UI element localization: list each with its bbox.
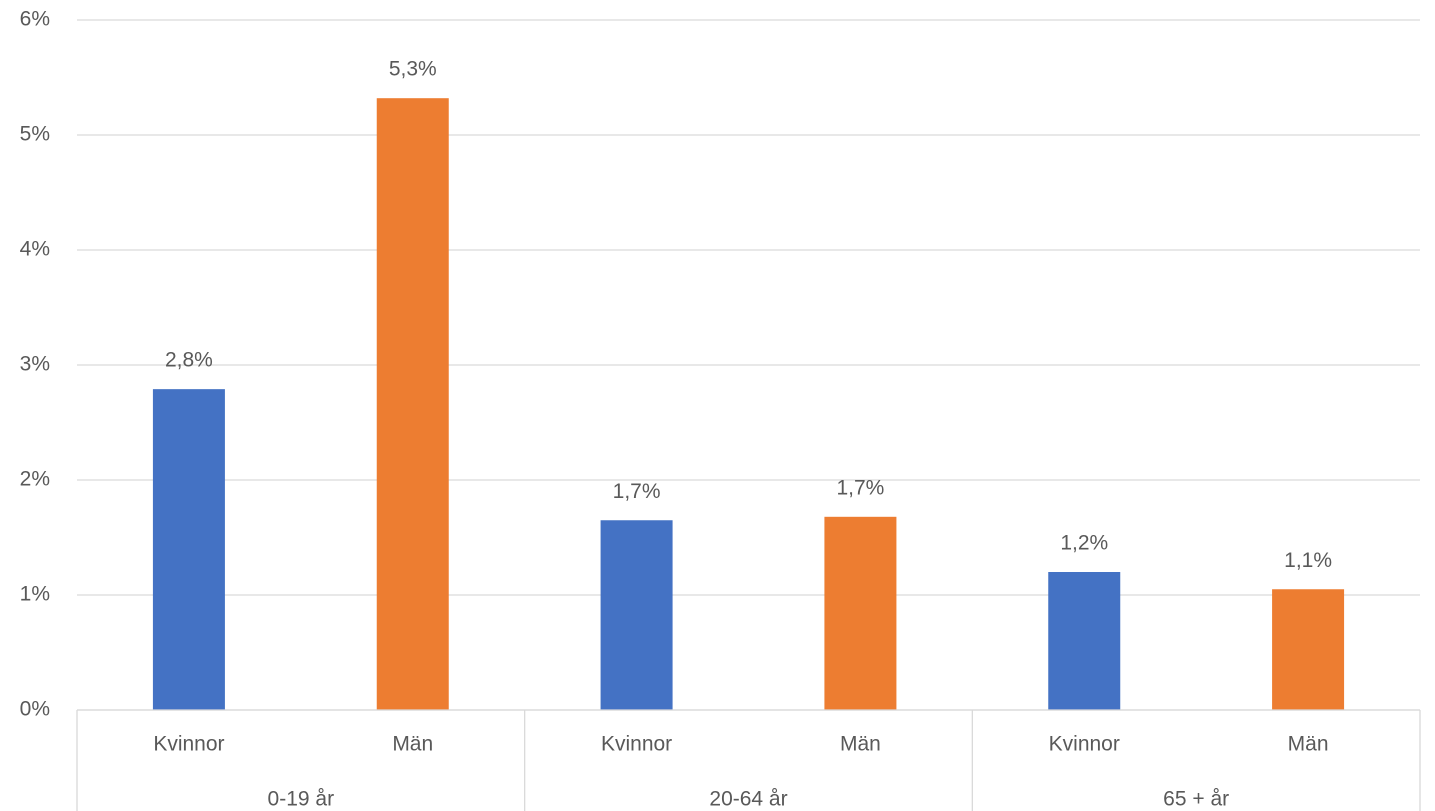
bar (152, 389, 225, 710)
data-label: 2,8% (165, 349, 213, 372)
x-tick-label: Män (392, 733, 433, 756)
data-label: 1,7% (836, 476, 884, 499)
y-tick-label: 4% (20, 238, 50, 261)
y-tick-label: 6% (20, 8, 50, 31)
group-label: 0-19 år (268, 788, 335, 811)
data-label: 5,3% (389, 58, 437, 81)
data-label: 1,1% (1284, 549, 1332, 572)
y-tick-label: 2% (20, 468, 50, 491)
y-tick-label: 0% (20, 698, 50, 721)
x-tick-label: Kvinnor (153, 733, 224, 756)
group-label: 65 + år (1163, 788, 1229, 811)
y-tick-label: 5% (20, 123, 50, 146)
y-tick-label: 1% (20, 583, 50, 606)
data-label: 1,2% (1060, 532, 1108, 555)
data-label: 1,7% (613, 480, 661, 503)
bar (376, 98, 449, 710)
bar (824, 516, 897, 710)
x-tick-label: Män (1288, 733, 1329, 756)
bar (1048, 572, 1121, 710)
bar (600, 520, 673, 710)
x-tick-label: Kvinnor (1049, 733, 1120, 756)
bar (1272, 589, 1345, 710)
x-tick-label: Kvinnor (601, 733, 672, 756)
group-label: 20-64 år (709, 788, 787, 811)
x-tick-label: Män (840, 733, 881, 756)
y-tick-label: 3% (20, 353, 50, 376)
